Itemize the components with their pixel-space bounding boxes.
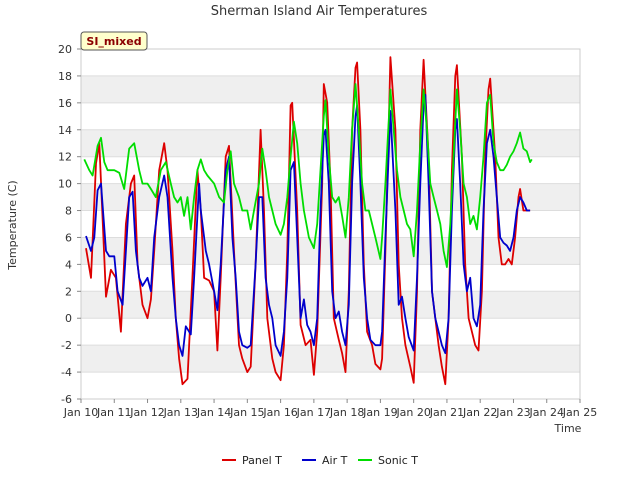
legend-item-air-t: Air T bbox=[302, 454, 348, 467]
y-tick-label: -2 bbox=[61, 339, 72, 352]
grid-band bbox=[81, 129, 580, 157]
x-tick-label: Jan 25 bbox=[562, 406, 597, 419]
plot-border bbox=[80, 48, 581, 400]
legend-item-panel-t: Panel T bbox=[222, 454, 282, 467]
y-tick-label: 10 bbox=[58, 178, 72, 191]
y-axis-title: Temperature (C) bbox=[6, 180, 19, 270]
x-tick-label: Jan 10 bbox=[63, 406, 98, 419]
site-badge-box bbox=[80, 31, 148, 51]
x-tick-label: Jan 24 bbox=[529, 406, 564, 419]
chart-title: Sherman Island Air Temperatures bbox=[211, 4, 428, 19]
x-axis-title: Time bbox=[554, 422, 582, 435]
grid-band bbox=[81, 291, 580, 319]
legend-label: Sonic T bbox=[378, 454, 418, 467]
y-tick-label: 14 bbox=[58, 124, 72, 137]
y-tick-label: 12 bbox=[58, 151, 72, 164]
legend: Panel T Air T Sonic T bbox=[222, 454, 418, 467]
x-tick-label: Jan 12 bbox=[129, 406, 164, 419]
x-tick-label: Jan 21 bbox=[429, 406, 464, 419]
grid-band bbox=[81, 345, 580, 373]
x-tick-label: Jan 16 bbox=[262, 406, 297, 419]
legend-label: Air T bbox=[322, 454, 348, 467]
y-tick-label: 2 bbox=[65, 285, 72, 298]
x-tick-label: Jan 17 bbox=[296, 406, 331, 419]
x-tick-label: Jan 20 bbox=[395, 406, 430, 419]
y-axis-ticks: -6 -4 -2 0 2 4 6 8 10 12 14 16 18 20 bbox=[58, 43, 81, 406]
x-tick-label: Jan 13 bbox=[163, 406, 198, 419]
y-tick-label: 20 bbox=[58, 43, 72, 56]
y-tick-label: 0 bbox=[65, 312, 72, 325]
x-tick-label: Jan 22 bbox=[462, 406, 497, 419]
legend-label: Panel T bbox=[242, 454, 282, 467]
series-lines bbox=[83, 56, 533, 386]
y-tick-label: 18 bbox=[58, 70, 72, 83]
series-line-sonic-t bbox=[83, 83, 533, 268]
x-tick-label: Jan 11 bbox=[96, 406, 131, 419]
y-tick-label: 4 bbox=[65, 258, 72, 271]
site-badge-label: SI_mixed bbox=[86, 35, 141, 48]
site-badge: SI_mixed bbox=[80, 31, 148, 51]
legend-item-sonic-t: Sonic T bbox=[358, 454, 418, 467]
x-tick-label: Jan 18 bbox=[329, 406, 364, 419]
y-tick-label: 6 bbox=[65, 231, 72, 244]
y-tick-label: -6 bbox=[61, 393, 72, 406]
grid-band bbox=[81, 75, 580, 103]
plot-frame bbox=[80, 48, 581, 400]
y-tick-label: -4 bbox=[61, 366, 72, 379]
x-tick-label: Jan 14 bbox=[196, 406, 231, 419]
y-tick-label: 8 bbox=[65, 205, 72, 218]
x-tick-label: Jan 23 bbox=[495, 406, 530, 419]
x-tick-label: Jan 15 bbox=[229, 406, 264, 419]
x-tick-label: Jan 19 bbox=[362, 406, 397, 419]
y-tick-label: 16 bbox=[58, 97, 72, 110]
series-line-air-t bbox=[85, 93, 531, 357]
